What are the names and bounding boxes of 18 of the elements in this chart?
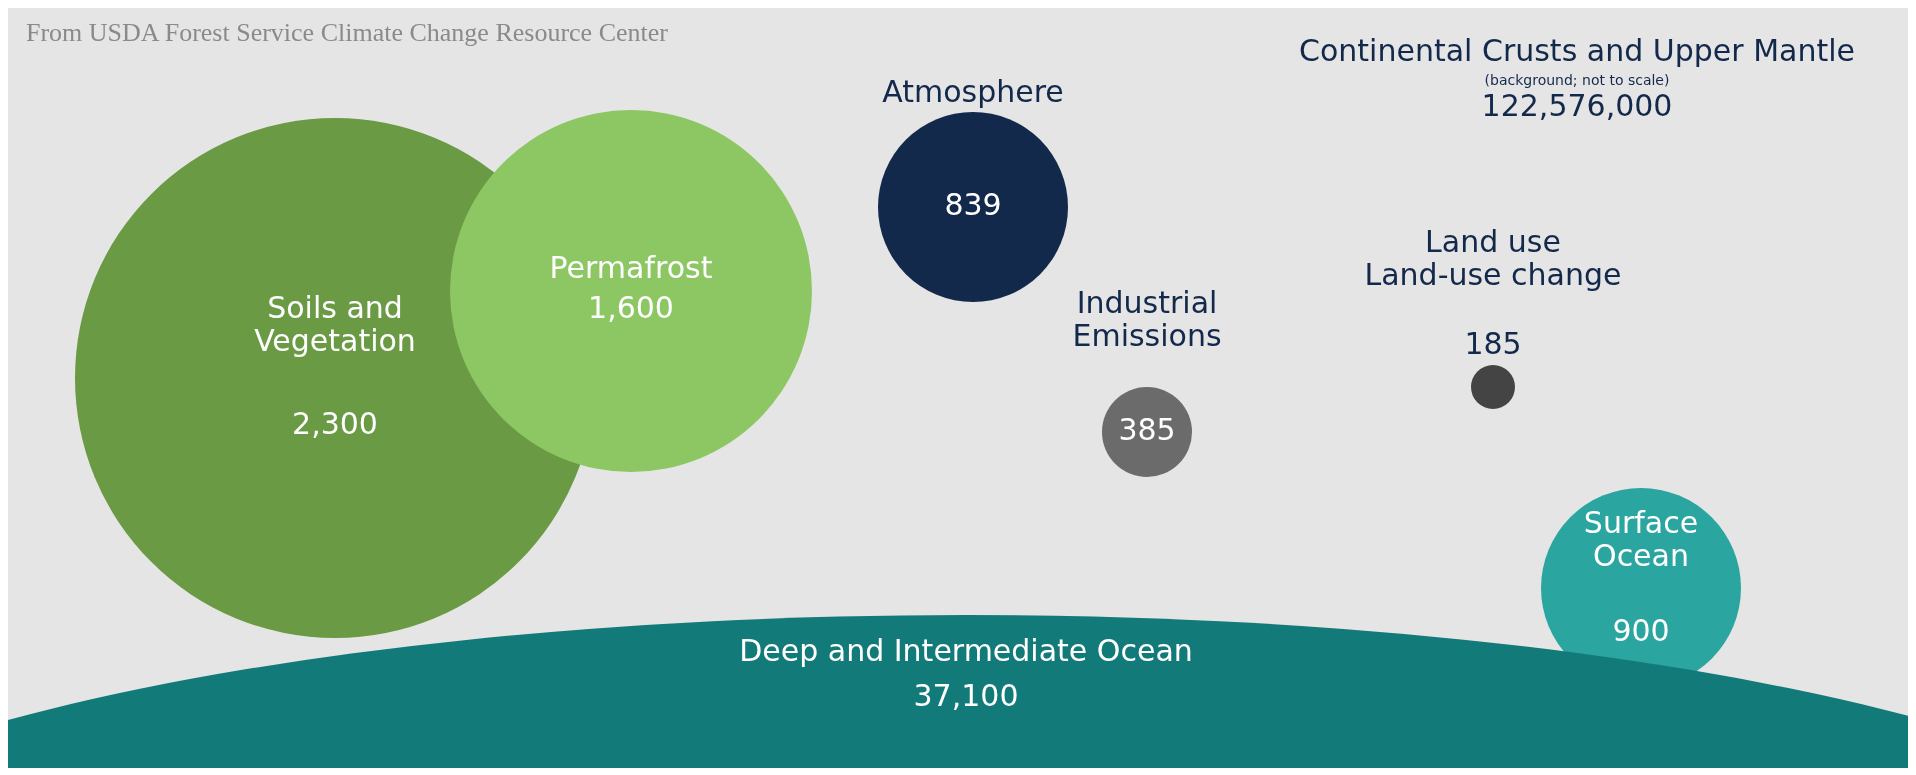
category-label: Permafrost (549, 249, 713, 285)
text: (background; not to scale) (1484, 71, 1670, 88)
category-label: Atmosphere (882, 73, 1064, 109)
data-label: 1,600 (588, 289, 674, 325)
data-label: 900 (1612, 612, 1670, 648)
category-label: Continental Crusts and Upper Mantle (1299, 32, 1855, 68)
category-label: Land use Land-use change (1364, 223, 1622, 292)
data-label: 385 (1118, 411, 1176, 447)
data-label: 122,576,000 (1481, 87, 1673, 123)
category-label: Industrial Emissions (1072, 284, 1222, 353)
category-label: Surface Ocean (1583, 504, 1699, 573)
category-label: Deep and Intermediate Ocean (739, 632, 1193, 668)
data-label: 839 (944, 186, 1002, 222)
text: From USDA Forest Service Climate Change Resource Center (26, 17, 669, 47)
data-label: 2,300 (292, 405, 378, 441)
data-label: 185 (1464, 325, 1522, 361)
category-label: Soils and Vegetation (254, 289, 416, 358)
data-label: 37,100 (913, 677, 1019, 713)
